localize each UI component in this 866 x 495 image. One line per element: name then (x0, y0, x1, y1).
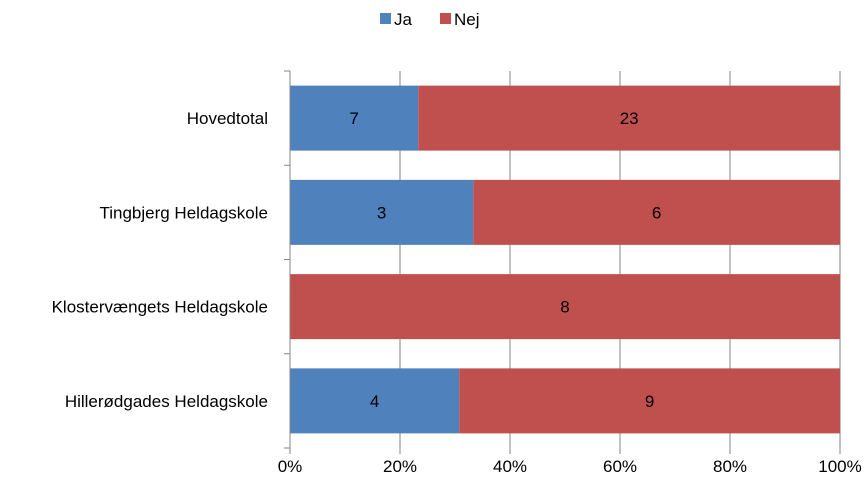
legend-swatch-nej (440, 13, 451, 24)
legend-label: Ja (394, 10, 413, 29)
data-label: 4 (370, 392, 379, 411)
bars (290, 85, 840, 434)
bar-nej (473, 179, 840, 245)
data-label: 8 (560, 298, 569, 317)
category-label: Klostervængets Heldagskole (52, 298, 268, 317)
x-tick-label: 0% (278, 457, 303, 476)
x-tick-label: 100% (818, 457, 861, 476)
x-tick-label: 80% (713, 457, 747, 476)
data-label: 6 (652, 203, 661, 222)
bar-ja (290, 179, 474, 245)
category-label: Hovedtotal (187, 109, 268, 128)
data-label: 23 (620, 109, 639, 128)
data-label: 7 (349, 109, 358, 128)
legend: Ja Nej (380, 10, 480, 29)
labels: 0% 20% 40% 60% 80% 100% 7 23 Hovedtotal 3 6 Tingbje… (52, 109, 862, 476)
category-label: Hillerødgades Heldagskole (65, 392, 268, 411)
x-tick-label: 40% (493, 457, 527, 476)
bar-nej (290, 274, 840, 340)
legend-swatch-ja (380, 13, 391, 24)
bar-nej (418, 85, 840, 151)
bar-ja (290, 368, 460, 434)
x-tick-label: 20% (383, 457, 417, 476)
data-label: 9 (645, 392, 654, 411)
bar-ja (290, 85, 419, 151)
data-label: 3 (377, 203, 386, 222)
bar-nej (459, 368, 840, 434)
category-label: Tingbjerg Heldagskole (99, 203, 268, 222)
x-tick-label: 60% (603, 457, 637, 476)
legend-label: Nej (454, 10, 480, 29)
axes (284, 70, 841, 454)
